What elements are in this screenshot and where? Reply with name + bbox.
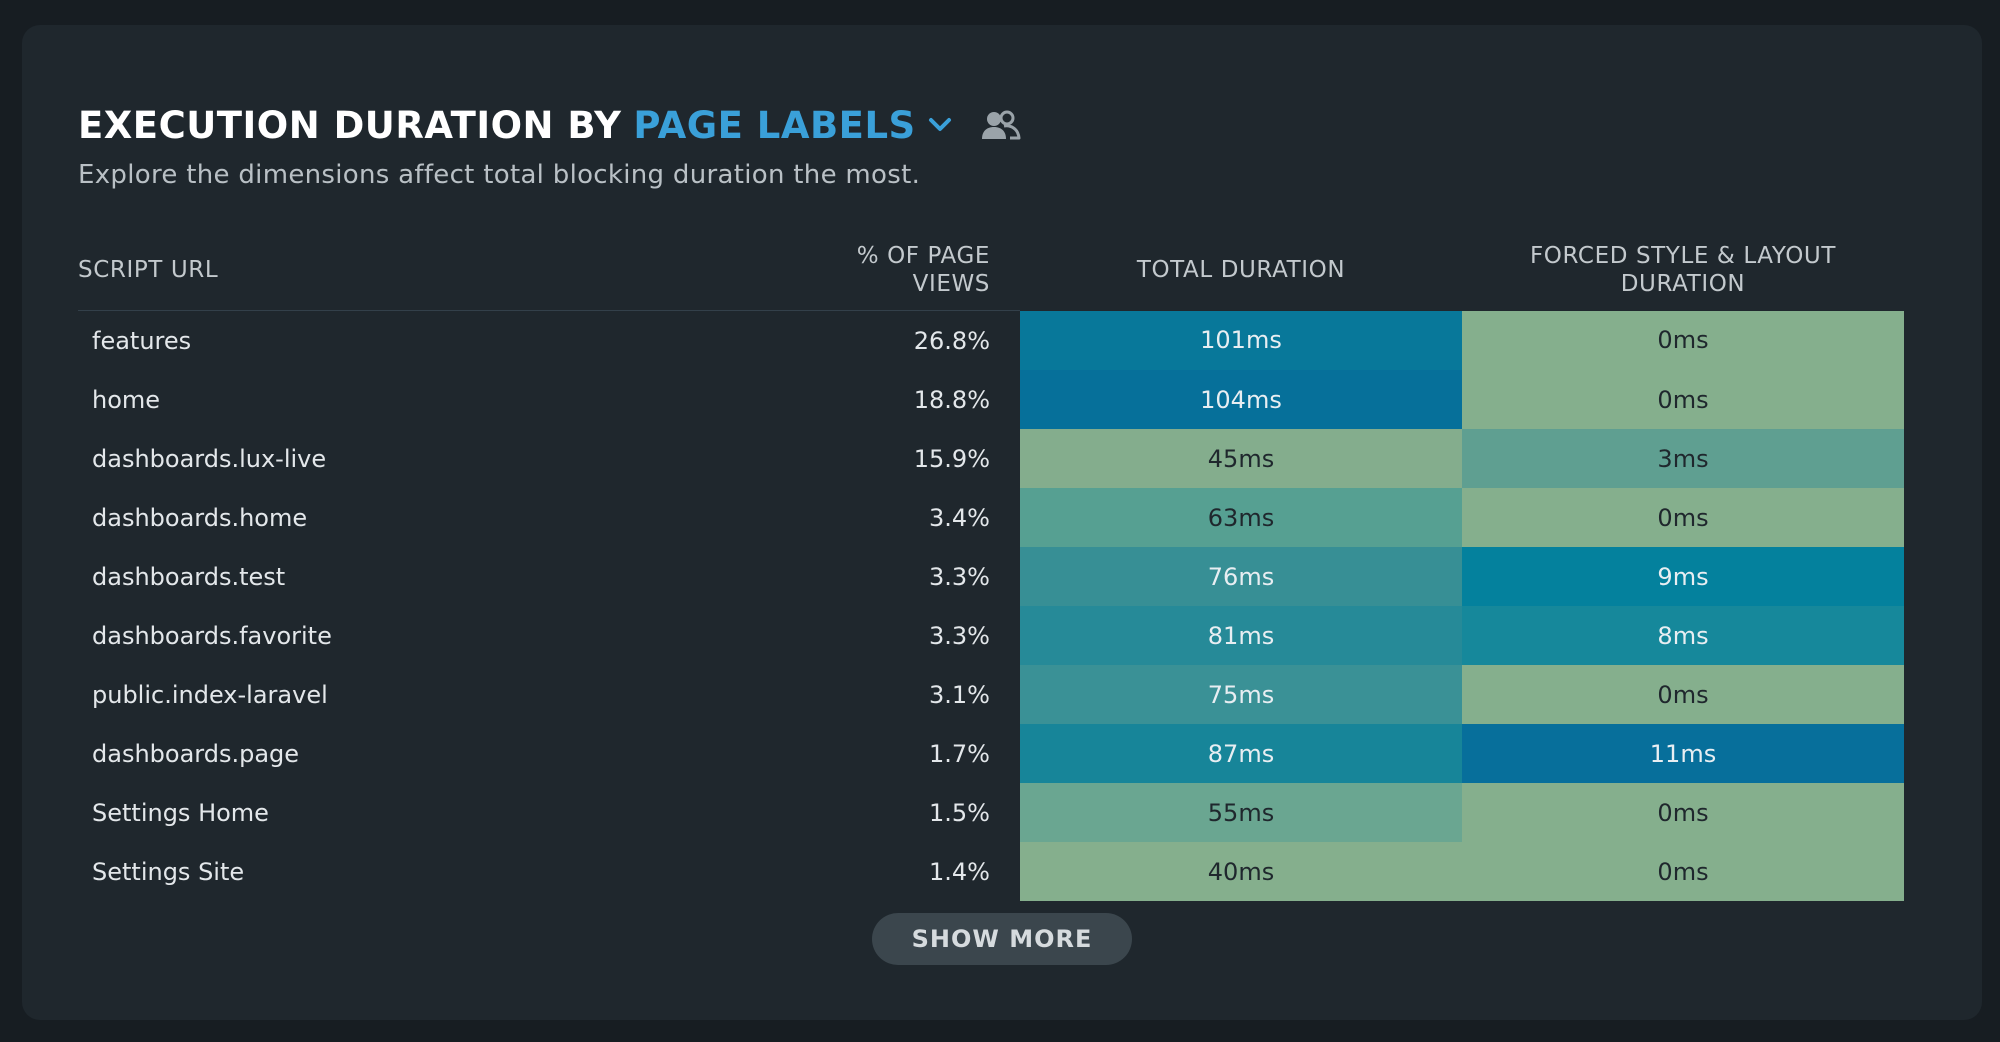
page-views-cell: 18.8% bbox=[913, 385, 990, 414]
script-url-cell[interactable]: Settings Site bbox=[92, 857, 245, 886]
script-url-cell[interactable]: Settings Home bbox=[92, 798, 269, 827]
table-row[interactable]: public.index-laravel 3.1% 75ms 0ms bbox=[78, 665, 1904, 724]
forced-duration-cell: 0ms bbox=[1462, 842, 1904, 901]
page-views-cell: 3.4% bbox=[929, 503, 990, 532]
users-icon[interactable] bbox=[980, 109, 1022, 141]
table-row[interactable]: dashboards.favorite 3.3% 81ms 8ms bbox=[78, 606, 1904, 665]
forced-duration-cell: 0ms bbox=[1462, 488, 1904, 547]
page-views-cell: 1.4% bbox=[929, 857, 990, 886]
show-more-button[interactable]: SHOW MORE bbox=[872, 913, 1132, 965]
total-duration-cell: 104ms bbox=[1020, 370, 1462, 429]
chevron-down-icon[interactable] bbox=[926, 111, 954, 139]
table-row[interactable]: dashboards.page 1.7% 87ms 11ms bbox=[78, 724, 1904, 783]
table-row[interactable]: home 18.8% 104ms 0ms bbox=[78, 370, 1904, 429]
forced-duration-cell: 3ms bbox=[1462, 429, 1904, 488]
table-row[interactable]: Settings Site 1.4% 40ms 0ms bbox=[78, 842, 1904, 901]
column-header-page-views[interactable]: % OF PAGE VIEWS bbox=[643, 230, 1020, 311]
total-duration-cell: 101ms bbox=[1020, 310, 1462, 370]
forced-duration-cell: 11ms bbox=[1462, 724, 1904, 783]
total-duration-cell: 55ms bbox=[1020, 783, 1462, 842]
dimension-selector[interactable]: PAGE LABELS bbox=[633, 104, 953, 147]
column-header-forced-line1: FORCED STYLE & LAYOUT bbox=[1529, 243, 1837, 270]
execution-duration-card: EXECUTION DURATION BY PAGE LABELS Explor… bbox=[22, 25, 1982, 1020]
column-header-forced-line2: DURATION bbox=[1620, 271, 1746, 298]
forced-duration-cell: 0ms bbox=[1462, 783, 1904, 842]
total-duration-cell: 81ms bbox=[1020, 606, 1462, 665]
table-row[interactable]: dashboards.home 3.4% 63ms 0ms bbox=[78, 488, 1904, 547]
card-title: EXECUTION DURATION BY bbox=[78, 103, 622, 147]
total-duration-cell: 63ms bbox=[1020, 488, 1462, 547]
card-subtitle: Explore the dimensions affect total bloc… bbox=[78, 160, 921, 190]
column-header-page-views-line2: VIEWS bbox=[912, 271, 990, 297]
column-header-forced-style-layout[interactable]: FORCED STYLE & LAYOUT DURATION bbox=[1462, 230, 1904, 311]
total-duration-cell: 76ms bbox=[1020, 547, 1462, 606]
script-url-cell[interactable]: dashboards.test bbox=[92, 562, 286, 591]
script-url-cell[interactable]: dashboards.favorite bbox=[92, 621, 332, 650]
total-duration-cell: 40ms bbox=[1020, 842, 1462, 901]
page-views-cell: 3.3% bbox=[929, 562, 990, 591]
column-header-page-views-line1: % OF PAGE bbox=[856, 243, 990, 269]
total-duration-cell: 75ms bbox=[1020, 665, 1462, 724]
script-url-cell[interactable]: features bbox=[92, 326, 192, 355]
script-url-cell[interactable]: home bbox=[92, 385, 161, 414]
table-row[interactable]: Settings Home 1.5% 55ms 0ms bbox=[78, 783, 1904, 842]
total-duration-cell: 45ms bbox=[1020, 429, 1462, 488]
page-views-cell: 1.7% bbox=[929, 739, 990, 768]
table-row[interactable]: dashboards.lux-live 15.9% 45ms 3ms bbox=[78, 429, 1904, 488]
script-url-cell[interactable]: dashboards.lux-live bbox=[92, 444, 327, 473]
script-url-cell[interactable]: public.index-laravel bbox=[92, 680, 328, 709]
total-duration-cell: 87ms bbox=[1020, 724, 1462, 783]
column-header-total-duration[interactable]: TOTAL DURATION bbox=[1136, 257, 1346, 284]
table-row[interactable]: features 26.8% 101ms 0ms bbox=[78, 310, 1904, 370]
table-header-row: SCRIPT URL % OF PAGE VIEWS TOTAL DURATIO… bbox=[78, 230, 1904, 311]
page-views-cell: 3.1% bbox=[929, 680, 990, 709]
column-header-script-url[interactable]: SCRIPT URL bbox=[78, 230, 643, 311]
forced-duration-cell: 8ms bbox=[1462, 606, 1904, 665]
dimension-label[interactable]: PAGE LABELS bbox=[633, 103, 916, 147]
page-views-cell: 3.3% bbox=[929, 621, 990, 650]
forced-duration-cell: 0ms bbox=[1462, 665, 1904, 724]
forced-duration-cell: 0ms bbox=[1462, 370, 1904, 429]
forced-duration-cell: 9ms bbox=[1462, 547, 1904, 606]
forced-duration-cell: 0ms bbox=[1462, 310, 1904, 370]
script-url-cell[interactable]: dashboards.page bbox=[92, 739, 300, 768]
card-header: EXECUTION DURATION BY PAGE LABELS bbox=[78, 77, 1022, 173]
script-url-cell[interactable]: dashboards.home bbox=[92, 503, 308, 532]
page-views-cell: 15.9% bbox=[913, 444, 990, 473]
page-views-cell: 1.5% bbox=[929, 798, 990, 827]
page-views-cell: 26.8% bbox=[913, 326, 990, 355]
duration-table: SCRIPT URL % OF PAGE VIEWS TOTAL DURATIO… bbox=[78, 230, 1904, 901]
table-row[interactable]: dashboards.test 3.3% 76ms 9ms bbox=[78, 547, 1904, 606]
